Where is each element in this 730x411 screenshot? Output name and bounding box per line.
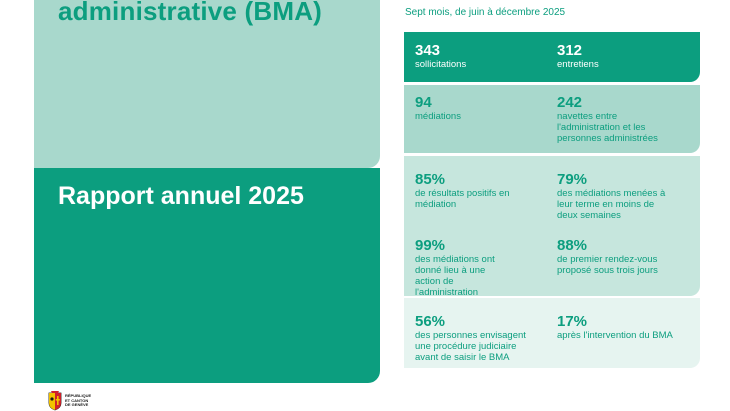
stat-value: 312 — [557, 42, 583, 59]
stat-label: de résultats positifs en médiation — [415, 188, 510, 210]
stat-action-administration: 99% des médiations ont donné lieu à une … — [415, 237, 513, 298]
stat-label: des médiations menées à leur terme en mo… — [557, 188, 666, 221]
stat-navettes: 242 navettes entre l'administration et l… — [557, 94, 682, 144]
stat-label: après l'intervention du BMA — [557, 330, 673, 341]
geneva-logo: RÉPUBLIQUE ET CANTON DE GENÈVE — [48, 391, 108, 411]
stat-premier-rendez-vous: 88% de premier rendez-vous proposé sous … — [557, 237, 677, 276]
stat-label: navettes entre l'administration et les p… — [557, 111, 658, 144]
title-panel-bottom — [34, 168, 380, 383]
stats-row-3: 85% de résultats positifs en médiation 7… — [404, 156, 700, 298]
stat-label: des personnes envisagent une procédure j… — [415, 330, 526, 363]
stat-label: de premier rendez-vous proposé sous troi… — [557, 254, 658, 276]
stat-value: 85% — [415, 171, 446, 188]
stat-mediations: 94 médiations — [415, 94, 555, 122]
logo-text: RÉPUBLIQUE ET CANTON DE GENÈVE — [65, 393, 92, 407]
period-caption: Sept mois, de juin à décembre 2025 — [405, 7, 566, 18]
stat-apres-intervention: 17% après l'intervention du BMA — [557, 313, 692, 341]
geneva-crest-icon — [48, 391, 62, 411]
stats-row-2: 94 médiations 242 navettes entre l'admin… — [404, 85, 700, 153]
stat-value: 88% — [557, 237, 588, 254]
stat-label: des médiations ont donné lieu à une acti… — [415, 254, 495, 298]
stat-value: 56% — [415, 313, 446, 330]
stat-value: 79% — [557, 171, 588, 188]
stat-procedure-judiciaire: 56% des personnes envisagent une procédu… — [415, 313, 540, 363]
document-title: administrative (BMA) — [58, 0, 323, 26]
stat-value: 94 — [415, 94, 432, 111]
stat-sollicitations: 343 sollicitations — [415, 42, 555, 70]
report-title: Rapport annuel 2025 — [58, 182, 304, 210]
stat-label: entretiens — [557, 59, 599, 70]
stat-entretiens: 312 entretiens — [557, 42, 697, 70]
title-panel-top — [34, 0, 380, 168]
stat-value: 343 — [415, 42, 441, 59]
stats-row-1: 343 sollicitations 312 entretiens — [404, 32, 700, 82]
stat-value: 242 — [557, 94, 583, 111]
stat-resultats-positifs: 85% de résultats positifs en médiation — [415, 171, 510, 210]
stat-label: sollicitations — [415, 59, 467, 70]
stats-row-4: 56% des personnes envisagent une procédu… — [404, 298, 700, 368]
stat-label: médiations — [415, 111, 461, 122]
stat-value: 17% — [557, 313, 588, 330]
stat-value: 99% — [415, 237, 446, 254]
stat-mediations-terme: 79% des médiations menées à leur terme e… — [557, 171, 672, 221]
